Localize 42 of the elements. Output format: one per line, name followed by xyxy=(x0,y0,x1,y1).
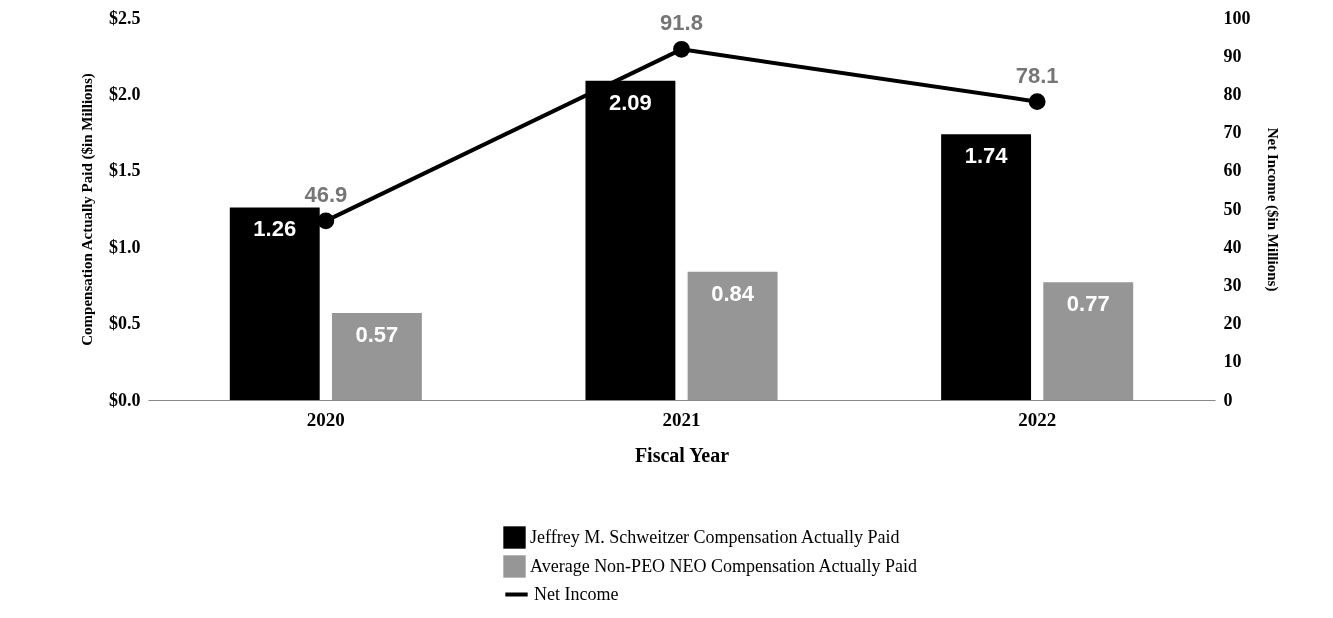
y-axis-title: Compensation Actually Paid ($in Millions) xyxy=(79,73,96,346)
bar xyxy=(687,271,778,400)
data-label: 2.09 xyxy=(609,89,652,115)
x-tick-label: 2021 xyxy=(662,408,701,430)
y2-axis-title: Net Income ($in Millions) xyxy=(1263,127,1281,292)
y2-tick-label: 40 xyxy=(1223,236,1242,257)
data-label: 46.9 xyxy=(304,181,348,207)
x-axis-title: Fiscal Year xyxy=(634,443,730,466)
y2-tick-label: 100 xyxy=(1223,7,1251,28)
data-label: 0.77 xyxy=(1066,291,1110,317)
data-label: 1.74 xyxy=(964,143,1009,169)
data-label: 0.84 xyxy=(711,280,755,306)
point xyxy=(673,40,690,58)
y2-tick-label: 70 xyxy=(1223,122,1242,143)
data-label: 78.1 xyxy=(1015,62,1059,88)
x-tick-label: 2020 xyxy=(306,408,345,430)
legend-label: Average Non-PEO NEO Compensation Actually Paid xyxy=(530,555,918,576)
data-label: 0.57 xyxy=(355,321,399,347)
y-tick-label: $2.5 xyxy=(109,7,141,28)
point xyxy=(317,212,335,230)
y2-tick-label: 0 xyxy=(1223,389,1233,410)
y2-tick-label: 10 xyxy=(1223,351,1242,372)
y-tick-label: $2.0 xyxy=(109,83,141,104)
legend-label: Jeffrey M. Schweitzer Compensation Actually Paid xyxy=(530,526,900,547)
y2-tick-label: 90 xyxy=(1223,45,1242,66)
y2-tick-label: 80 xyxy=(1223,83,1242,104)
bar xyxy=(1043,282,1134,400)
y-tick-label: $0.0 xyxy=(109,389,141,410)
y-tick-label: $1.0 xyxy=(109,236,141,257)
y-tick-label: $0.5 xyxy=(109,313,141,334)
data-label: 91.8 xyxy=(660,10,703,36)
y2-tick-label: 60 xyxy=(1223,160,1242,181)
y2-tick-label: 20 xyxy=(1223,313,1242,334)
data-label: 1.26 xyxy=(253,216,297,242)
bar xyxy=(331,312,422,400)
y2-tick-label: 30 xyxy=(1223,274,1242,295)
point xyxy=(1028,93,1046,111)
x-tick-label: 2022 xyxy=(1018,408,1057,430)
y-tick-label: $1.5 xyxy=(109,160,141,181)
bar xyxy=(941,134,1032,400)
legend-label: Net Income xyxy=(534,583,619,604)
y2-tick-label: 50 xyxy=(1223,198,1242,219)
